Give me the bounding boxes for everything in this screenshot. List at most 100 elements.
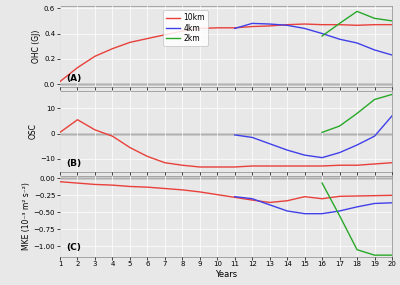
2km [390,19,394,23]
10km [162,33,167,36]
2km [355,10,360,13]
4km [267,142,272,145]
2km [337,22,342,25]
Y-axis label: OSC: OSC [28,123,38,139]
X-axis label: Years: Years [215,270,237,279]
Line: 4km: 4km [235,23,392,55]
4km [337,209,342,213]
4km [250,136,255,139]
10km [75,66,80,69]
2km [355,248,360,251]
10km [92,54,97,58]
4km [285,209,290,213]
4km [337,38,342,41]
2km [320,131,324,134]
4km [372,135,377,138]
10km [145,186,150,189]
4km [232,195,237,198]
Line: 2km: 2km [322,183,392,255]
4km [372,202,377,205]
4km [355,143,360,147]
4km [267,22,272,26]
4km [390,201,394,205]
10km [180,29,185,33]
2km [337,214,342,217]
10km [180,188,185,192]
10km [92,183,97,186]
Text: (B): (B) [67,158,82,168]
10km [197,165,202,169]
10km [162,161,167,164]
10km [285,164,290,168]
2km [372,253,377,257]
10km [285,23,290,27]
10km [390,194,394,197]
Line: 2km: 2km [322,94,392,132]
Line: 10km: 10km [60,24,392,82]
10km [337,164,342,167]
10km [92,128,97,132]
Line: 2km: 2km [322,11,392,36]
4km [372,48,377,52]
4km [285,24,290,27]
4km [302,27,307,30]
2km [372,98,377,101]
4km [267,203,272,207]
10km [110,47,115,50]
4km [320,32,324,35]
10km [232,196,237,199]
10km [75,118,80,121]
10km [250,198,255,202]
10km [355,24,360,27]
10km [232,165,237,169]
10km [215,165,220,169]
10km [180,164,185,167]
4km [355,41,360,45]
10km [267,201,272,204]
10km [355,164,360,167]
Line: 10km: 10km [60,182,392,202]
10km [232,26,237,30]
10km [215,26,220,30]
10km [355,194,360,198]
4km [302,153,307,157]
Line: 4km: 4km [235,197,392,214]
10km [390,23,394,27]
10km [285,199,290,202]
10km [302,22,307,26]
4km [250,22,255,25]
10km [58,180,62,184]
10km [162,187,167,190]
10km [145,155,150,158]
2km [320,181,324,185]
Line: 4km: 4km [235,116,392,158]
2km [390,93,394,96]
2km [355,112,360,115]
10km [110,184,115,187]
10km [337,23,342,27]
10km [215,193,220,196]
Text: (A): (A) [67,74,82,83]
Y-axis label: MKE (10⁻³ m² s⁻²): MKE (10⁻³ m² s⁻²) [22,182,31,250]
4km [337,151,342,154]
10km [267,24,272,28]
10km [372,194,377,198]
4km [320,156,324,159]
4km [232,27,237,30]
4km [320,212,324,215]
4km [302,212,307,215]
10km [128,146,132,149]
10km [197,190,202,194]
4km [390,114,394,118]
10km [337,195,342,198]
10km [58,131,62,134]
10km [58,80,62,83]
Legend: 10km, 4km, 2km: 10km, 4km, 2km [164,10,208,46]
2km [372,17,377,20]
10km [372,162,377,166]
10km [197,27,202,30]
4km [390,53,394,57]
4km [355,205,360,209]
Line: 10km: 10km [60,120,392,167]
10km [110,135,115,138]
